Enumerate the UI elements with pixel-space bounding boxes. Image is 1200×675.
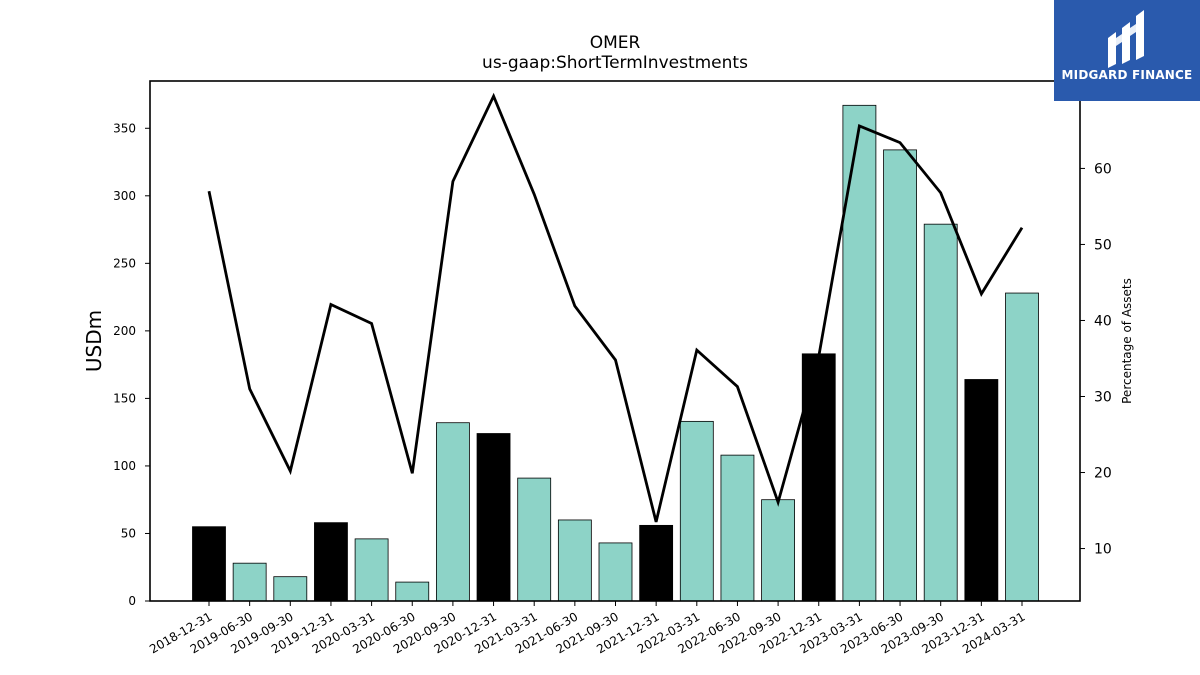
y-tick-label: 300 — [113, 189, 136, 203]
y-tick-label: 200 — [113, 324, 136, 338]
bar — [801, 353, 836, 602]
y2-tick-label: 50 — [1094, 237, 1112, 253]
bar — [354, 538, 389, 602]
left-axis: 0 50 100 150 200 250 300 350 — [113, 121, 150, 608]
y2-axis-label: Percentage of Assets — [1120, 278, 1134, 404]
x-axis: 2018-12-312019-06-302019-09-302019-12-31… — [147, 601, 1028, 656]
y2-tick-label: 40 — [1094, 313, 1112, 329]
bar — [1005, 292, 1039, 602]
y-tick-label: 0 — [128, 594, 136, 608]
bar — [964, 379, 999, 602]
bar — [192, 526, 226, 602]
bar — [517, 477, 552, 602]
bar — [395, 581, 430, 602]
bar — [761, 499, 795, 602]
y-tick-label: 50 — [121, 526, 136, 540]
bar — [232, 562, 267, 602]
y2-tick-label: 10 — [1094, 542, 1112, 558]
bar — [639, 524, 674, 602]
chart-title: OMER — [590, 33, 641, 53]
y2-tick-label: 30 — [1094, 389, 1112, 405]
y-tick-label: 250 — [113, 256, 136, 270]
y2-tick-label: 60 — [1094, 161, 1112, 177]
bar — [679, 420, 714, 602]
bar — [476, 433, 511, 602]
bar — [598, 542, 633, 602]
series-line — [207, 92, 1024, 523]
bar — [720, 454, 755, 602]
bar — [314, 522, 348, 602]
y-tick-label: 350 — [113, 121, 136, 135]
logo-mark-icon — [1108, 10, 1144, 68]
line-layer — [207, 92, 1024, 523]
y-axis-label: USDm — [82, 310, 106, 372]
bar — [923, 223, 958, 602]
logo-text: MIDGARD FINANCE — [1061, 68, 1193, 82]
bar — [273, 576, 308, 602]
bar — [842, 104, 877, 602]
midgard-finance-logo: MIDGARD FINANCE — [1054, 0, 1200, 101]
bar — [557, 519, 592, 602]
chart-subtitle: us-gaap:ShortTermInvestments — [482, 53, 748, 73]
y-tick-label: 100 — [113, 459, 136, 473]
bar — [435, 422, 470, 602]
bar — [883, 149, 917, 602]
y2-tick-label: 20 — [1094, 466, 1112, 482]
right-axis: 10 20 30 40 50 60 — [1080, 161, 1112, 558]
y-tick-label: 150 — [113, 391, 136, 405]
